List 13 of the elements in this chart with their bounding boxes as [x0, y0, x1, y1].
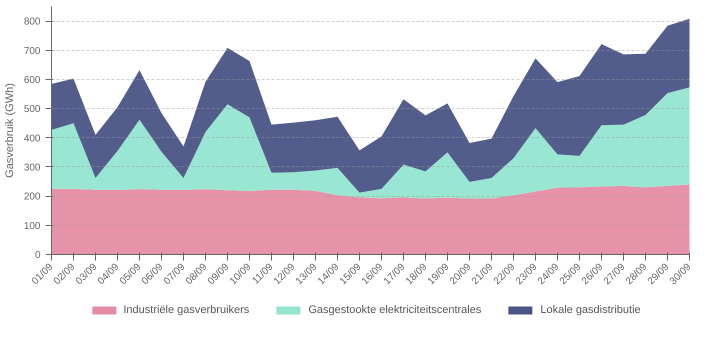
- y-tick-label: 600: [24, 74, 41, 86]
- y-tick-label: 100: [24, 220, 41, 232]
- legend-label: Gasgestookte elektriciteitscentrales: [308, 304, 482, 316]
- y-axis-title: Gasverbruik (GWh): [4, 83, 16, 178]
- y-tick-label: 300: [24, 162, 41, 174]
- legend-label: Lokale gasdistributie: [540, 304, 641, 316]
- y-tick-label: 700: [24, 46, 41, 57]
- y-tick-label: 200: [24, 192, 41, 203]
- legend-label: Industriële gasverbruikers: [123, 304, 250, 316]
- y-tick-label: 500: [24, 104, 41, 116]
- y-tick-label: 400: [24, 133, 41, 144]
- y-tick-label: 800: [24, 16, 41, 28]
- y-tick-label: 0: [34, 250, 41, 261]
